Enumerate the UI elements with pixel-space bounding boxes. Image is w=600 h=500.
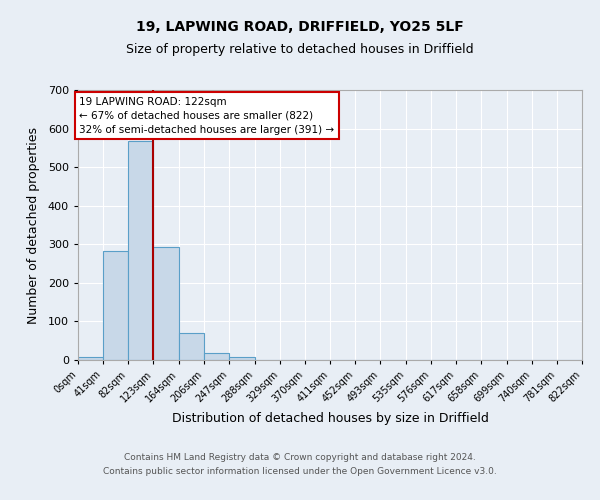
Bar xyxy=(229,356,254,360)
Text: 19 LAPWING ROAD: 122sqm
← 67% of detached houses are smaller (822)
32% of semi-d: 19 LAPWING ROAD: 122sqm ← 67% of detache… xyxy=(79,96,334,134)
Y-axis label: Number of detached properties: Number of detached properties xyxy=(26,126,40,324)
X-axis label: Distribution of detached houses by size in Driffield: Distribution of detached houses by size … xyxy=(172,412,488,426)
Bar xyxy=(128,142,154,360)
Text: Contains public sector information licensed under the Open Government Licence v3: Contains public sector information licen… xyxy=(103,467,497,476)
Bar xyxy=(205,354,229,360)
Bar xyxy=(103,251,128,360)
Bar xyxy=(179,333,203,360)
Text: Contains HM Land Registry data © Crown copyright and database right 2024.: Contains HM Land Registry data © Crown c… xyxy=(124,454,476,462)
Text: 19, LAPWING ROAD, DRIFFIELD, YO25 5LF: 19, LAPWING ROAD, DRIFFIELD, YO25 5LF xyxy=(136,20,464,34)
Bar xyxy=(154,248,179,360)
Text: Size of property relative to detached houses in Driffield: Size of property relative to detached ho… xyxy=(126,42,474,56)
Bar xyxy=(78,357,103,360)
